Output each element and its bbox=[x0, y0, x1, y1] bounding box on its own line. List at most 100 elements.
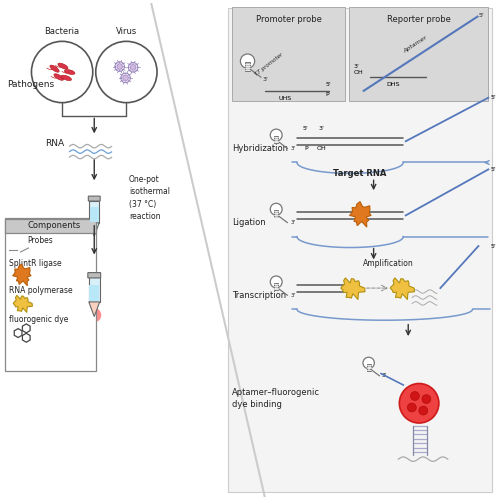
FancyBboxPatch shape bbox=[5, 218, 96, 371]
FancyBboxPatch shape bbox=[89, 278, 100, 302]
Text: Bacteria: Bacteria bbox=[44, 28, 80, 36]
Circle shape bbox=[32, 42, 93, 102]
Circle shape bbox=[136, 67, 138, 68]
Text: Promoter probe: Promoter probe bbox=[256, 15, 322, 24]
Polygon shape bbox=[89, 302, 100, 316]
Circle shape bbox=[240, 54, 254, 68]
Text: 3': 3' bbox=[382, 372, 386, 378]
Circle shape bbox=[270, 276, 282, 288]
Circle shape bbox=[116, 63, 117, 64]
Circle shape bbox=[128, 74, 129, 76]
Ellipse shape bbox=[61, 75, 72, 80]
Ellipse shape bbox=[58, 63, 68, 69]
FancyBboxPatch shape bbox=[274, 282, 278, 290]
Circle shape bbox=[117, 64, 122, 70]
FancyBboxPatch shape bbox=[88, 272, 101, 278]
Ellipse shape bbox=[64, 70, 75, 74]
Text: fluorogenic dye: fluorogenic dye bbox=[8, 314, 68, 324]
Circle shape bbox=[96, 42, 157, 102]
Text: P: P bbox=[304, 146, 308, 150]
Ellipse shape bbox=[50, 65, 59, 72]
Circle shape bbox=[363, 357, 374, 368]
FancyBboxPatch shape bbox=[366, 364, 371, 371]
Text: 5': 5' bbox=[325, 82, 331, 87]
Circle shape bbox=[122, 63, 123, 64]
FancyBboxPatch shape bbox=[3, 3, 497, 497]
Circle shape bbox=[128, 62, 138, 72]
Text: 3': 3' bbox=[291, 220, 296, 226]
Circle shape bbox=[122, 80, 123, 82]
Circle shape bbox=[132, 63, 134, 64]
FancyBboxPatch shape bbox=[232, 7, 345, 101]
Text: 3': 3' bbox=[354, 64, 360, 68]
Circle shape bbox=[410, 392, 420, 400]
Text: Virus: Virus bbox=[116, 28, 137, 36]
Polygon shape bbox=[13, 296, 32, 312]
Text: DHS: DHS bbox=[386, 82, 400, 87]
Circle shape bbox=[128, 67, 130, 68]
Polygon shape bbox=[90, 285, 99, 301]
Text: One-pot
isothermal
(37 °C)
reaction: One-pot isothermal (37 °C) reaction bbox=[129, 175, 170, 222]
Polygon shape bbox=[390, 278, 414, 299]
Circle shape bbox=[130, 64, 136, 70]
Text: OH: OH bbox=[317, 146, 326, 150]
FancyBboxPatch shape bbox=[350, 7, 488, 101]
Text: UHS: UHS bbox=[278, 96, 291, 100]
Circle shape bbox=[270, 204, 282, 215]
Text: 3': 3' bbox=[263, 78, 268, 82]
FancyBboxPatch shape bbox=[274, 210, 278, 218]
Circle shape bbox=[422, 394, 431, 404]
Text: 3': 3' bbox=[291, 146, 296, 151]
Text: 5': 5' bbox=[490, 244, 496, 248]
Circle shape bbox=[122, 69, 123, 70]
Circle shape bbox=[122, 74, 123, 76]
Circle shape bbox=[116, 69, 117, 70]
Circle shape bbox=[87, 308, 102, 322]
Ellipse shape bbox=[54, 74, 64, 80]
Text: 3': 3' bbox=[319, 126, 324, 132]
Circle shape bbox=[115, 66, 116, 67]
Text: OH: OH bbox=[354, 70, 364, 76]
Circle shape bbox=[128, 80, 129, 82]
Circle shape bbox=[115, 62, 124, 72]
Text: Aptamer–fluorogenic
dye binding: Aptamer–fluorogenic dye binding bbox=[232, 388, 320, 408]
Text: T7 promoter: T7 promoter bbox=[254, 52, 284, 77]
Text: RNA: RNA bbox=[45, 139, 64, 148]
Text: Pathogens: Pathogens bbox=[6, 80, 54, 89]
FancyBboxPatch shape bbox=[274, 136, 278, 143]
Circle shape bbox=[270, 129, 282, 141]
Text: Hybridization: Hybridization bbox=[232, 144, 287, 153]
Text: Transcription: Transcription bbox=[232, 291, 286, 300]
Polygon shape bbox=[350, 202, 371, 227]
Circle shape bbox=[419, 406, 428, 415]
Text: RNA polymerase: RNA polymerase bbox=[8, 286, 72, 295]
Circle shape bbox=[119, 70, 120, 71]
FancyBboxPatch shape bbox=[245, 62, 250, 71]
Polygon shape bbox=[90, 207, 98, 222]
Polygon shape bbox=[90, 223, 99, 236]
Polygon shape bbox=[341, 278, 365, 299]
Text: 5': 5' bbox=[490, 95, 496, 100]
Circle shape bbox=[122, 75, 128, 80]
FancyBboxPatch shape bbox=[90, 200, 99, 223]
Circle shape bbox=[120, 73, 130, 83]
Text: Aptamer: Aptamer bbox=[403, 36, 428, 54]
Text: SplintR ligase: SplintR ligase bbox=[8, 260, 62, 268]
Text: Target RNA: Target RNA bbox=[334, 170, 386, 178]
Circle shape bbox=[119, 62, 120, 63]
Text: Components: Components bbox=[28, 222, 81, 230]
Text: Reporter probe: Reporter probe bbox=[386, 15, 450, 24]
FancyBboxPatch shape bbox=[5, 219, 96, 232]
Text: 5': 5' bbox=[490, 167, 496, 172]
Circle shape bbox=[132, 71, 134, 72]
Text: 5': 5' bbox=[478, 13, 484, 18]
Text: P: P bbox=[325, 92, 329, 97]
Text: 5': 5' bbox=[303, 126, 308, 132]
Circle shape bbox=[400, 384, 439, 423]
Text: 3': 3' bbox=[291, 293, 296, 298]
Text: Probes: Probes bbox=[28, 236, 53, 244]
Text: Ligation: Ligation bbox=[232, 218, 266, 228]
Circle shape bbox=[408, 403, 416, 412]
Text: Amplification: Amplification bbox=[363, 260, 414, 268]
FancyBboxPatch shape bbox=[88, 196, 100, 201]
